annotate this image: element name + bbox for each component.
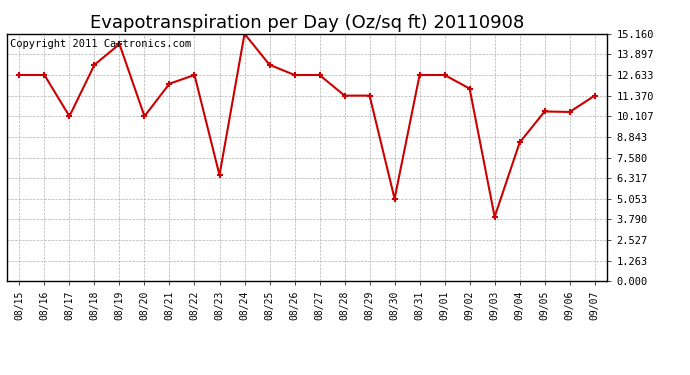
Text: Copyright 2011 Cartronics.com: Copyright 2011 Cartronics.com (10, 39, 191, 49)
Title: Evapotranspiration per Day (Oz/sq ft) 20110908: Evapotranspiration per Day (Oz/sq ft) 20… (90, 14, 524, 32)
